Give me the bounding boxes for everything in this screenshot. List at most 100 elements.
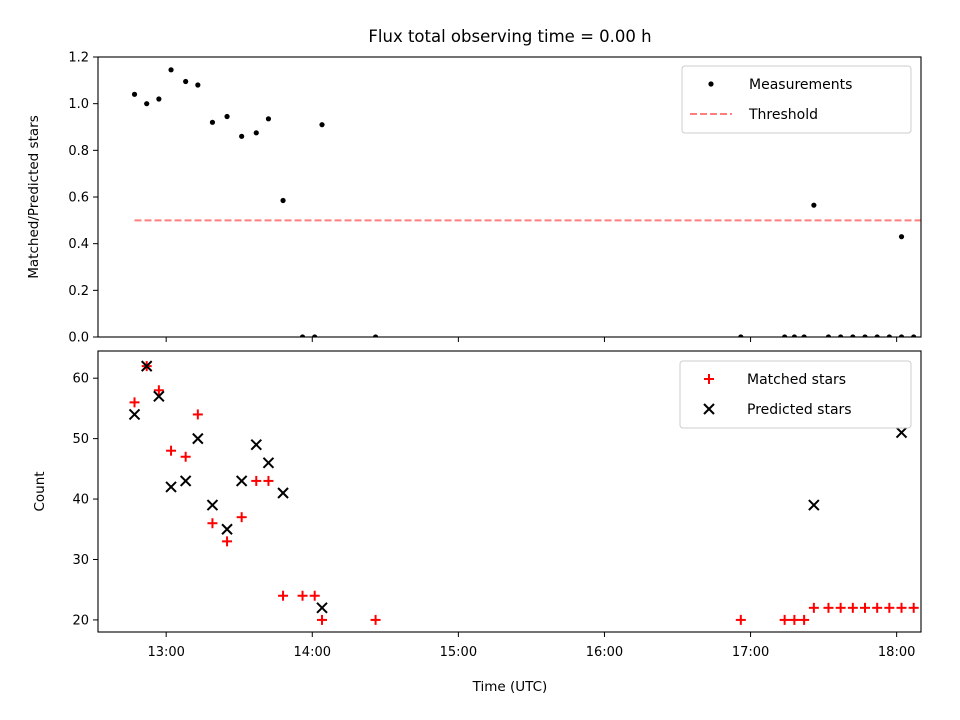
x-tick-label: 17:00: [732, 645, 769, 660]
matched-stars-point: [297, 590, 308, 601]
legend-box: [679, 360, 912, 429]
measurements-point: [131, 91, 138, 97]
matched-stars-point: [166, 445, 177, 456]
y-axis-label: Count: [32, 471, 48, 511]
matched-stars-point: [222, 536, 233, 547]
predicted-stars-point: [153, 390, 165, 403]
matched-stars-point: [779, 614, 790, 625]
matched-stars-point: [799, 614, 810, 625]
matched-stars-point: [896, 602, 907, 613]
predicted-stars-point: [140, 360, 153, 372]
measurements-point: [801, 334, 807, 337]
predicted-stars-point: [235, 475, 248, 487]
matched-stars-point: [884, 602, 895, 613]
matched-stars-point: [278, 590, 289, 601]
legend-threshold-label: Threshold: [748, 107, 818, 123]
matched-stars-point: [859, 602, 870, 613]
matched-stars-point: [129, 397, 140, 408]
matched-stars-point: [735, 614, 746, 625]
matched-stars-point: [317, 614, 328, 625]
measurements-point: [898, 334, 905, 337]
measurements-point: [280, 197, 286, 204]
bottom-panel: 20 30 40 50 60 13:00 14:00 15:00 16:00 17:00 18:00…: [32, 350, 922, 660]
measurements-point: [850, 334, 856, 337]
matched-stars-point: [192, 409, 203, 420]
legend-matched-stars-swatch: [704, 374, 714, 384]
measurements-point: [911, 334, 917, 337]
predicted-stars-point: [206, 499, 219, 511]
measurements-point: [838, 334, 844, 337]
measurements-point: [886, 334, 892, 337]
matched-stars-point: [908, 602, 919, 613]
y-tick-label: 0.0: [68, 331, 89, 346]
measurements-point: [144, 101, 150, 107]
matched-stars-point: [153, 385, 164, 396]
measurements-point: [738, 334, 744, 337]
legend-predicted-stars-label: Predicted stars: [747, 402, 852, 418]
predicted-stars-point: [128, 408, 141, 421]
predicted-stars-point: [192, 432, 204, 445]
legend-predicted-stars-swatch: [703, 403, 715, 415]
measurements-point: [319, 122, 325, 128]
predicted-stars-point: [165, 481, 177, 493]
measurements-point: [862, 334, 868, 337]
y-tick-label: 40: [72, 493, 89, 508]
measurements-point: [312, 334, 318, 337]
measurements-point: [811, 202, 817, 208]
measurements-point: [782, 334, 788, 337]
measurements-point: [183, 78, 189, 85]
x-tick-label: 18:00: [878, 645, 915, 660]
legend-measurements-label: Measurements: [749, 77, 852, 93]
measurements-point: [195, 82, 201, 88]
y-tick-label: 1.2: [68, 51, 89, 66]
matched-stars-point: [872, 602, 883, 613]
legend-box: [681, 65, 912, 134]
legend-measurements-swatch: [708, 81, 714, 87]
y-axis-label: Matched/Predicted stars: [26, 115, 42, 278]
measurements-point: [372, 334, 379, 337]
y-tick-label: 20: [72, 613, 89, 628]
y-tick-label: 0.4: [68, 237, 89, 252]
matched-stars-point: [207, 518, 218, 529]
measurements-point: [156, 96, 162, 102]
matched-stars-point: [835, 602, 846, 613]
predicted-stars-point: [895, 426, 908, 439]
y-tick-label: 50: [72, 432, 89, 447]
y-tick-label: 0.8: [68, 144, 89, 159]
axes-frame: [97, 56, 922, 338]
x-tick-label: 13:00: [147, 645, 184, 660]
y-tick-label: 0.2: [68, 284, 89, 299]
matched-stars-point: [236, 512, 247, 523]
matched-stars-point: [180, 451, 191, 462]
matched-stars-point: [251, 475, 262, 486]
matched-stars-point: [808, 602, 819, 613]
y-tick-label: 0.6: [68, 191, 89, 206]
matched-stars-point: [823, 602, 834, 613]
predicted-stars-point: [262, 457, 275, 469]
y-tick-label: 60: [72, 372, 89, 387]
data-layer: [131, 67, 921, 337]
y-tick-label: 1.0: [68, 97, 89, 112]
data-layer: [128, 360, 921, 625]
measurements-point: [253, 130, 259, 136]
y-tick-label: 30: [72, 553, 89, 568]
predicted-stars-point: [179, 475, 192, 487]
measurements-point: [791, 334, 797, 337]
matched-stars-point: [263, 475, 274, 486]
predicted-stars-point: [316, 602, 328, 614]
measurements-point: [825, 334, 832, 337]
matched-stars-point: [920, 606, 921, 609]
measurements-point: [209, 119, 216, 125]
predicted-stars-point: [221, 523, 233, 535]
matched-stars-point: [309, 590, 320, 601]
measurements-point: [239, 133, 245, 139]
top-panel: 0.0 0.2 0.4 0.6 0.8 1.0 1.2 Matched/Predicted s…: [26, 51, 922, 346]
chart-title: Flux total observing time = 0.00 h: [368, 27, 651, 46]
x-tick-label: 14:00: [294, 645, 331, 660]
x-tick-label: 15:00: [440, 645, 477, 660]
measurements-point: [265, 116, 272, 122]
measurements-point: [224, 113, 230, 120]
predicted-stars-point: [277, 487, 289, 499]
matched-stars-point: [847, 602, 858, 613]
